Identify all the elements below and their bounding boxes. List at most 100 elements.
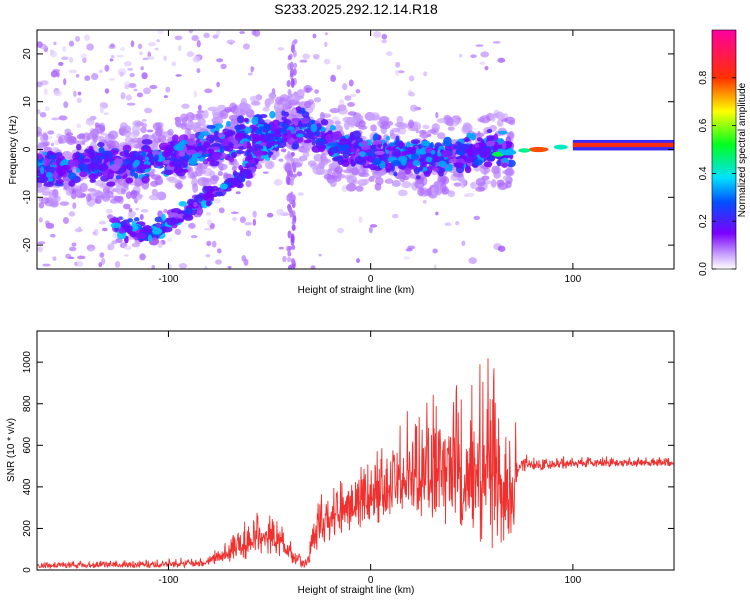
heatmap-halo-cell	[459, 176, 466, 183]
heatmap-cell	[310, 123, 318, 133]
heatmap-cell	[131, 220, 137, 229]
heatmap-cell	[417, 143, 423, 149]
heatmap-noise-cell	[144, 107, 153, 114]
colorbar-label: Normalized spectral amplitude	[737, 82, 748, 217]
heatmap-cell	[110, 222, 122, 229]
heatmap-noise-cell	[71, 242, 77, 247]
heatmap-halo-cell	[151, 188, 159, 197]
heatmap-halo-cell	[490, 179, 497, 188]
heatmap-noise-cell	[86, 244, 96, 252]
heatmap-cell	[45, 166, 57, 174]
heatmap-halo-cell	[275, 112, 282, 122]
heatmap-noise-cell	[84, 34, 91, 41]
heatmap-cell	[107, 171, 114, 180]
heatmap-cell	[241, 171, 248, 177]
heatmap-cell	[496, 159, 502, 167]
heatmap-cell	[235, 124, 240, 133]
heatmap-cell	[251, 116, 259, 125]
heatmap-tone-segment	[528, 146, 549, 153]
heatmap-cell	[113, 158, 124, 166]
heatmap-noise-cell	[226, 39, 236, 45]
heatmap-noise-cell	[135, 207, 140, 211]
heatmap-noise-cell	[77, 226, 82, 232]
colorbar-tick-label: 0.6	[698, 118, 709, 132]
heatmap-halo-cell	[40, 197, 50, 204]
heatmap-cell	[352, 144, 358, 150]
heatmap-halo-cell	[152, 122, 162, 131]
heatmap-halo-cell	[335, 166, 343, 175]
heatmap-noise-cell	[42, 263, 51, 267]
heatmap-noise-cell	[232, 216, 237, 222]
heatmap-halo-cell	[433, 181, 443, 186]
heatmap-noise-cell	[252, 218, 257, 226]
heatmap-cell	[366, 155, 374, 163]
heatmap-cell	[265, 144, 272, 149]
heatmap-cell	[82, 158, 91, 163]
heatmap-halo-cell	[453, 182, 462, 187]
heatmap-cell	[205, 193, 210, 201]
heatmap-noise-cell	[104, 88, 110, 94]
heatmap-noise-cell	[273, 178, 283, 186]
heatmap-cell	[147, 234, 152, 242]
heatmap-cell	[37, 153, 43, 160]
heatmap-noise-cell	[146, 56, 155, 60]
heatmap-noise-cell	[355, 89, 361, 94]
heatmap-halo-cell	[65, 132, 74, 137]
heatmap-noise-cell	[432, 248, 438, 254]
heatmap-tone-core	[572, 142, 674, 148]
heatmap-noise-cell	[102, 102, 109, 109]
heatmap-halo-cell	[250, 100, 261, 106]
heatmap-noise-cell	[239, 216, 246, 224]
heatmap-halo-cell	[369, 112, 380, 121]
heatmap-halo-cell	[502, 175, 510, 182]
heatmap-halo-cell	[96, 195, 105, 200]
heatmap-cell	[359, 151, 366, 158]
heatmap-cell	[243, 117, 249, 123]
heatmap-halo-cell	[477, 117, 486, 123]
heatmap-noise-cell	[119, 46, 126, 52]
heatmap-cell	[104, 154, 111, 160]
heatmap-noise-cell	[45, 222, 55, 229]
heatmap-halo-cell	[490, 113, 496, 122]
heatmap-cell	[501, 162, 508, 168]
heatmap-noise-cell	[479, 61, 486, 65]
heatmap-cell	[398, 140, 404, 150]
heatmap-noise-cell	[245, 180, 252, 188]
heatmap-noise-cell	[166, 237, 173, 242]
heatmap-noise-cell	[278, 246, 284, 250]
heatmap-halo-cell	[422, 124, 430, 129]
heatmap-noise-cell	[99, 69, 103, 74]
spectrogram-y-ticks: -20 -10 0 10 20	[22, 48, 674, 252]
heatmap-cell	[300, 117, 310, 124]
heatmap-noise-cell	[444, 222, 452, 226]
heatmap-noise-cell	[80, 53, 88, 59]
heatmap-cell	[55, 179, 64, 184]
heatmap-noise-cell	[38, 201, 45, 209]
heatmap-noise-cell	[358, 216, 363, 224]
heatmap-noise-cell	[341, 185, 348, 192]
heatmap-noise-cell	[497, 57, 506, 63]
snr-frame	[36, 330, 675, 571]
heatmap-noise-cell	[49, 233, 56, 238]
heatmap-noise-cell	[205, 212, 212, 216]
heatmap-halo-cell	[357, 167, 367, 177]
heatmap-halo-cell	[334, 120, 342, 125]
heatmap-cell	[214, 191, 224, 197]
heatmap-halo-cell	[284, 163, 292, 174]
heatmap-cell	[287, 134, 292, 139]
heatmap-streak-cell	[287, 55, 292, 61]
heatmap-cell	[390, 163, 395, 172]
heatmap-noise-cell	[435, 211, 439, 216]
heatmap-halo-cell	[386, 177, 393, 184]
heatmap-noise-cell	[312, 33, 317, 39]
heatmap-cell	[98, 146, 105, 154]
heatmap-noise-cell	[56, 71, 60, 78]
heatmap-noise-cell	[87, 188, 97, 192]
heatmap-cell	[395, 135, 400, 144]
heatmap-cell	[257, 118, 265, 125]
heatmap-cell	[182, 214, 188, 220]
heatmap-halo-cell	[218, 163, 228, 171]
spectrogram-heatmap	[37, 30, 674, 269]
heatmap-noise-cell	[37, 246, 43, 253]
heatmap-cell	[406, 146, 417, 152]
